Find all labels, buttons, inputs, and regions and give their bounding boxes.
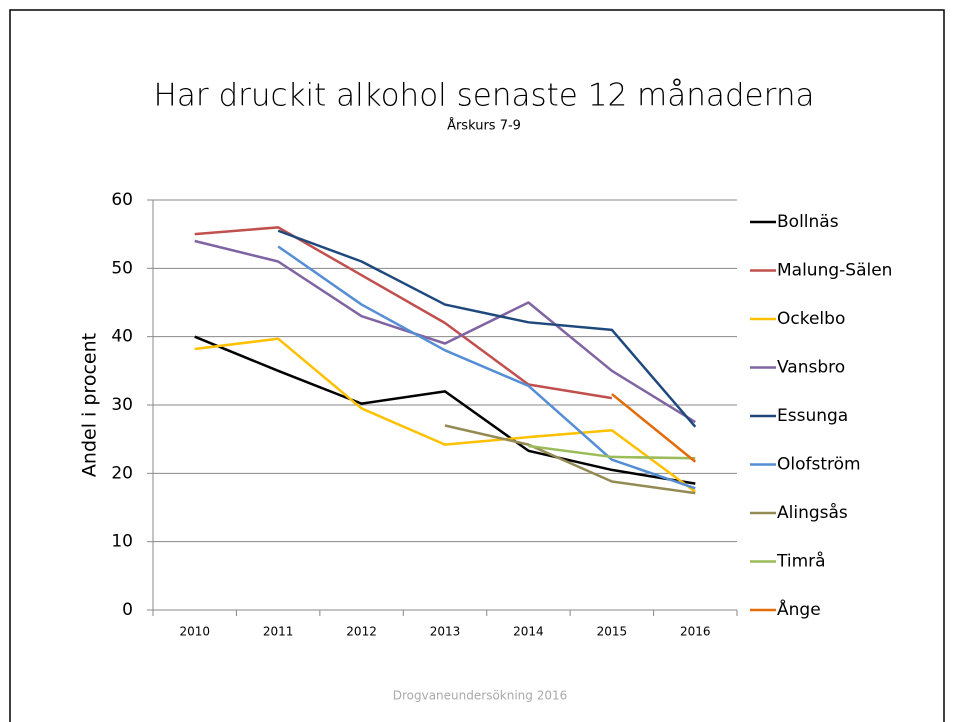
y-tick-label: 10 bbox=[111, 532, 133, 552]
y-tick-label: 50 bbox=[111, 258, 133, 278]
x-tick-label: 2013 bbox=[430, 625, 461, 639]
series-line bbox=[277, 245, 696, 490]
x-tick-label: 2012 bbox=[346, 625, 377, 639]
series-line bbox=[194, 226, 613, 400]
legend-label: Vansbro bbox=[777, 358, 845, 378]
x-tick-label: 2010 bbox=[179, 625, 210, 639]
legend-label: Alingsås bbox=[777, 502, 848, 523]
y-tick-label: 30 bbox=[111, 395, 133, 415]
y-tick-label: 0 bbox=[122, 600, 133, 620]
series-line bbox=[194, 335, 696, 485]
series-line bbox=[611, 393, 697, 463]
footer: Drogvaneundersökning 2016 bbox=[393, 689, 568, 703]
legend-label: Timrå bbox=[776, 551, 826, 572]
series-line bbox=[444, 424, 696, 495]
y-tick-label: 60 bbox=[111, 190, 133, 210]
chart-title: Har druckit alkohol senaste 12 månaderna bbox=[154, 78, 815, 114]
x-tick-label: 2011 bbox=[263, 625, 294, 639]
legend-label: Ockelbo bbox=[777, 309, 845, 329]
series-line bbox=[194, 337, 697, 493]
series-line bbox=[194, 239, 696, 424]
series-line bbox=[528, 444, 696, 460]
y-tick-label: 20 bbox=[111, 463, 133, 483]
x-tick-label: 2016 bbox=[680, 625, 711, 639]
x-tick-label: 2015 bbox=[597, 625, 628, 639]
chart-subtitle: Årskurs 7-9 bbox=[447, 118, 521, 134]
legend-label: Bollnäs bbox=[777, 212, 839, 232]
y-tick-label: 40 bbox=[111, 327, 133, 347]
y-axis-label: Andel i procent bbox=[79, 333, 101, 477]
legend-label: Malung-Sälen bbox=[777, 261, 892, 281]
series-line bbox=[277, 229, 697, 428]
legend-label: Essunga bbox=[777, 406, 848, 426]
slide-frame bbox=[9, 9, 945, 722]
legend-label: Olofström bbox=[777, 455, 861, 475]
legend-label: Ånge bbox=[777, 598, 821, 620]
x-tick-label: 2014 bbox=[513, 625, 544, 639]
